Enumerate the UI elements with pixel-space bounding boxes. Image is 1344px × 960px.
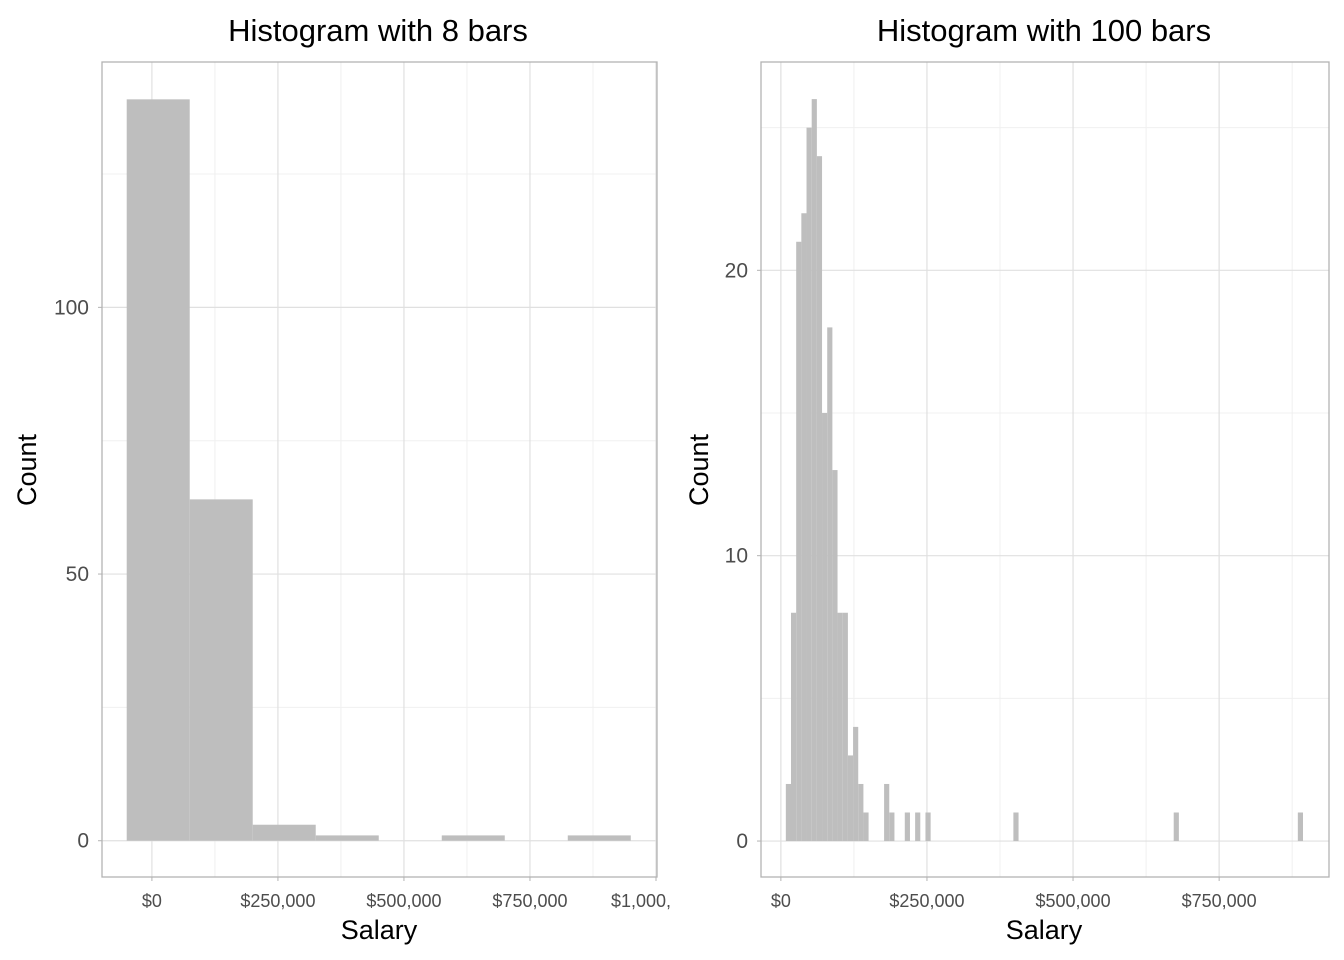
right-chart-title: Histogram with 100 bars — [877, 13, 1211, 48]
right-histogram-bar — [791, 612, 797, 842]
right-histogram-bar — [816, 156, 823, 842]
right-x-tick-label: $250,000 — [889, 891, 964, 911]
left-histogram-bar — [315, 835, 379, 841]
left-x-tick-label: $1,000,000 — [611, 891, 701, 911]
left-x-tick-label: $0 — [142, 891, 162, 911]
right-histogram-bar — [822, 412, 828, 842]
right-y-tick-label: 0 — [736, 830, 748, 853]
right-histogram-bar — [889, 812, 895, 842]
left-histogram-bar — [252, 824, 316, 841]
left-x-tick-label: $500,000 — [366, 891, 441, 911]
left-x-axis-label: Salary — [341, 915, 418, 945]
right-histogram-bar — [915, 812, 921, 842]
left-histogram-panel: 0 50 100 $0 $250,000 $500,000 $750,000 $1,000,0… — [54, 61, 701, 911]
right-histogram-bar — [842, 612, 848, 842]
right-y-axis-label: Count — [684, 433, 714, 506]
left-x-tick-label: $250,000 — [240, 891, 315, 911]
right-y-tick-label: 20 — [725, 259, 748, 282]
right-y-tick-label: 10 — [725, 545, 748, 568]
right-histogram-bar — [801, 213, 807, 842]
right-histogram-bar — [785, 783, 792, 842]
right-panel-border — [760, 61, 1330, 878]
left-x-tick-label: $750,000 — [492, 891, 567, 911]
right-histogram-bar — [1297, 812, 1303, 842]
right-histogram-bar — [847, 755, 854, 842]
left-y-axis-label: Count — [12, 433, 42, 506]
right-histogram-bar — [827, 327, 833, 842]
right-x-tick-label: $0 — [771, 891, 791, 911]
right-histogram-bar — [811, 99, 817, 842]
left-histogram-bar — [126, 99, 190, 841]
left-chart-title: Histogram with 8 bars — [228, 13, 528, 48]
right-histogram-bar — [1173, 812, 1179, 842]
right-histogram-bar — [806, 127, 812, 842]
right-x-tick-label: $750,000 — [1182, 891, 1257, 911]
right-histogram-bar — [853, 726, 859, 842]
right-histogram-bar — [1013, 812, 1019, 842]
right-histogram-bar — [904, 812, 910, 842]
right-histogram-bar — [832, 470, 838, 842]
left-panel-border — [101, 61, 658, 878]
right-histogram-bar — [796, 241, 802, 842]
right-histogram-bar — [884, 783, 890, 842]
right-histogram-bar — [925, 812, 931, 842]
right-x-tick-label: $500,000 — [1036, 891, 1111, 911]
left-histogram-bar — [567, 835, 631, 841]
right-histogram-bar — [858, 783, 864, 842]
left-histogram-bar — [189, 499, 253, 841]
right-histogram-bar — [837, 612, 843, 842]
left-y-tick-label: 100 — [54, 296, 89, 319]
right-histogram-bar — [863, 812, 869, 842]
right-histogram-panel: 0 10 20 $0 $250,000 $500,000 $750,000 — [725, 61, 1330, 911]
left-y-tick-label: 0 — [77, 830, 89, 853]
right-x-axis-label: Salary — [1006, 915, 1083, 945]
left-y-tick-label: 50 — [66, 563, 89, 586]
left-histogram-bar — [441, 835, 505, 841]
